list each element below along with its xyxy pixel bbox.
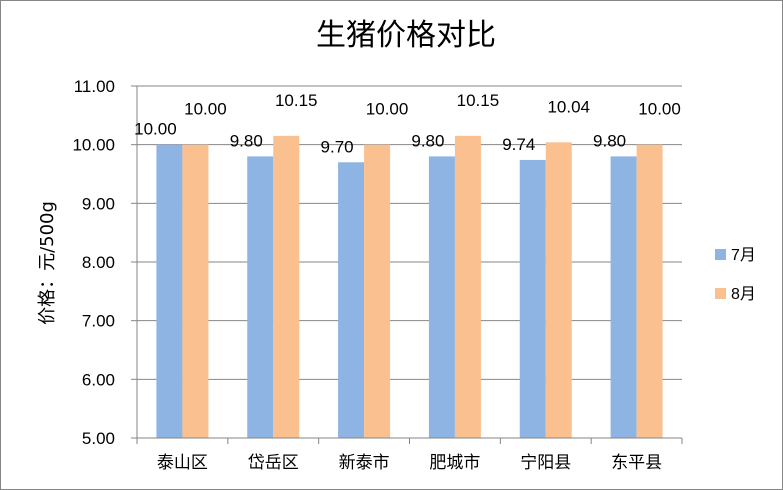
x-tick-label: 东平县 — [611, 453, 662, 473]
chart-title: 生猪价格对比 — [316, 18, 496, 53]
data-label-0-4: 9.74 — [502, 135, 535, 154]
bar-0-4 — [519, 159, 546, 439]
x-tick-label: 泰山区 — [157, 453, 208, 473]
x-tick-label: 肥城市 — [429, 453, 480, 473]
legend-label-1: 8月 — [731, 286, 756, 303]
y-tick-label: 10.00 — [72, 136, 115, 155]
y-tick-label: 8.00 — [82, 253, 115, 272]
bar-0-3 — [428, 156, 455, 438]
y-tick-label: 11.00 — [74, 77, 115, 96]
legend-label-0: 7月 — [731, 247, 756, 264]
data-label-1-2: 10.00 — [366, 100, 409, 119]
bar-1-4 — [545, 142, 572, 438]
bar-0-1 — [247, 156, 274, 438]
data-label-0-1: 9.80 — [230, 131, 263, 150]
x-tick-label: 宁阳县 — [520, 453, 571, 473]
legend: 7月 8月 — [715, 247, 756, 303]
data-label-1-5: 10.00 — [638, 100, 681, 119]
legend-swatch-1 — [715, 288, 726, 299]
y-tick-label: 6.00 — [82, 370, 115, 389]
y-tick-label: 9.00 — [82, 194, 115, 213]
data-label-1-3: 10.15 — [457, 91, 500, 110]
bar-1-5 — [636, 144, 663, 438]
data-label-1-0: 10.00 — [184, 100, 227, 119]
y-tick-label: 5.00 — [82, 429, 115, 448]
bar-1-1 — [273, 135, 300, 438]
grid-layer — [137, 85, 682, 439]
bar-1-0 — [182, 144, 209, 438]
bar-0-2 — [338, 162, 365, 438]
axis-layer: 5.00 6.00 7.00 8.00 9.00 10.00 11.00 泰山区 岱岳区 新泰市 肥… — [72, 77, 683, 473]
bar-layer — [156, 135, 663, 439]
data-label-1-4: 10.04 — [547, 97, 590, 116]
bar-0-0 — [156, 144, 183, 438]
data-label-1-1: 10.15 — [275, 91, 318, 110]
y-tick-label: 7.00 — [82, 312, 115, 331]
bar-1-3 — [454, 135, 481, 438]
data-label-0-0: 10.00 — [134, 120, 177, 139]
y-axis-label: 价格：元/500g — [37, 201, 58, 325]
data-label-0-5: 9.80 — [593, 131, 626, 150]
data-label-0-3: 9.80 — [411, 131, 444, 150]
data-label-0-2: 9.70 — [321, 137, 354, 156]
x-tick-label: 岱岳区 — [248, 453, 299, 473]
bar-1-2 — [364, 144, 391, 438]
bar-0-5 — [610, 156, 637, 438]
x-tick-label: 新泰市 — [339, 453, 390, 473]
legend-swatch-0 — [715, 249, 726, 260]
